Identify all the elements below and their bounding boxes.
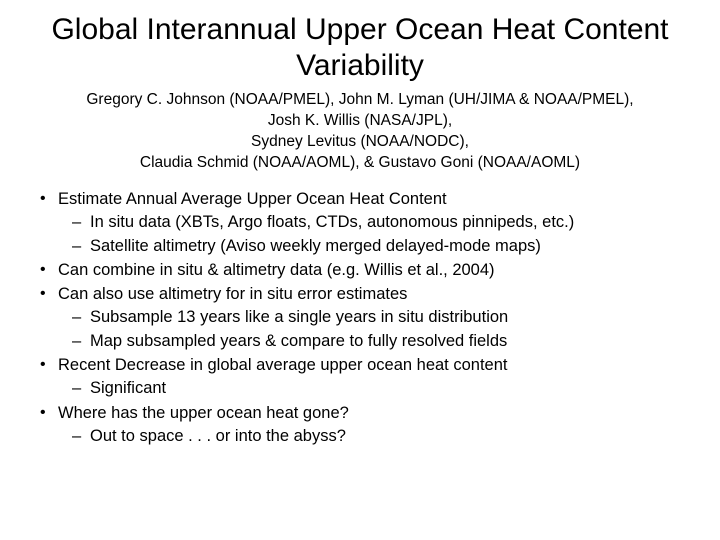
list-item: Recent Decrease in global average upper … <box>30 354 690 400</box>
sub-list-item: Significant <box>58 377 690 400</box>
sub-list: Out to space . . . or into the abyss? <box>58 425 690 448</box>
sub-list: Subsample 13 years like a single years i… <box>58 306 690 353</box>
sub-list: In situ data (XBTs, Argo floats, CTDs, a… <box>58 211 690 258</box>
author-line: Claudia Schmid (NOAA/AOML), & Gustavo Go… <box>30 153 690 174</box>
author-line: Gregory C. Johnson (NOAA/PMEL), John M. … <box>30 90 690 111</box>
bullet-text: Can also use altimetry for in situ error… <box>58 285 407 303</box>
sub-list-item: In situ data (XBTs, Argo floats, CTDs, a… <box>58 211 690 234</box>
bullet-text: Can combine in situ & altimetry data (e.… <box>58 261 495 279</box>
sub-list: Significant <box>58 377 690 400</box>
author-line: Josh K. Willis (NASA/JPL), <box>30 111 690 132</box>
author-line: Sydney Levitus (NOAA/NODC), <box>30 132 690 153</box>
bullet-text: Recent Decrease in global average upper … <box>58 356 507 374</box>
bullet-text: Estimate Annual Average Upper Ocean Heat… <box>58 190 447 208</box>
bullet-list: Estimate Annual Average Upper Ocean Heat… <box>30 188 690 448</box>
sub-list-item: Subsample 13 years like a single years i… <box>58 306 690 329</box>
sub-list-item: Satellite altimetry (Aviso weekly merged… <box>58 235 690 258</box>
list-item: Can combine in situ & altimetry data (e.… <box>30 259 690 282</box>
sub-list-item: Out to space . . . or into the abyss? <box>58 425 690 448</box>
slide-title: Global Interannual Upper Ocean Heat Cont… <box>30 12 690 84</box>
list-item: Estimate Annual Average Upper Ocean Heat… <box>30 188 690 258</box>
list-item: Can also use altimetry for in situ error… <box>30 283 690 353</box>
bullet-text: Where has the upper ocean heat gone? <box>58 404 349 422</box>
authors-block: Gregory C. Johnson (NOAA/PMEL), John M. … <box>30 90 690 174</box>
sub-list-item: Map subsampled years & compare to fully … <box>58 330 690 353</box>
list-item: Where has the upper ocean heat gone? Out… <box>30 402 690 448</box>
